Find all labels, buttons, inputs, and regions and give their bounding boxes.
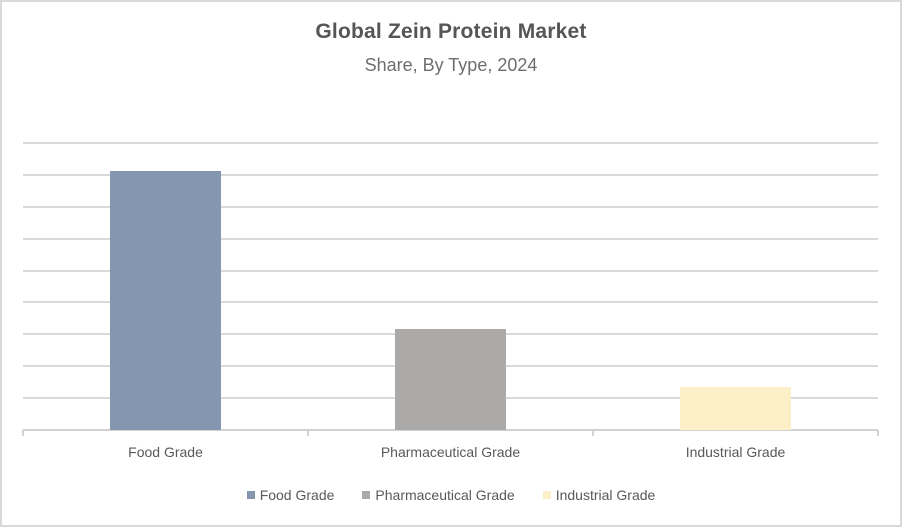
x-axis-line <box>23 429 878 431</box>
gridline <box>23 301 878 304</box>
legend-item-pharmaceutical-grade: Pharmaceutical Grade <box>362 487 515 503</box>
gridline <box>23 173 878 176</box>
chart-title: Global Zein Protein Market <box>315 20 587 43</box>
axis-tick <box>877 430 879 436</box>
axis-tick <box>22 430 24 436</box>
x-axis-label-industrial-grade: Industrial Grade <box>685 444 786 460</box>
legend-item-food-grade: Food Grade <box>246 487 335 503</box>
gridline <box>23 205 878 208</box>
legend-item-industrial-grade: Industrial Grade <box>542 487 656 503</box>
legend-swatch-food-grade <box>246 491 255 499</box>
plot-area <box>22 142 879 436</box>
axis-tick <box>592 430 594 436</box>
axis-tick <box>307 430 309 436</box>
legend-label-pharmaceutical-grade: Pharmaceutical Grade <box>375 487 515 503</box>
chart-subtitle: Share, By Type, 2024 <box>364 55 538 75</box>
legend-label-industrial-grade: Industrial Grade <box>555 487 656 503</box>
legend-swatch-industrial-grade <box>542 491 551 499</box>
bar-industrial-grade <box>680 386 791 430</box>
x-axis-label-food-grade: Food Grade <box>128 444 203 460</box>
legend: Food Grade Pharmaceutical Grade Industrial… <box>0 487 902 503</box>
gridline <box>23 142 878 144</box>
bar-pharmaceutical-grade <box>395 329 506 430</box>
gridline <box>23 269 878 272</box>
legend-swatch-pharmaceutical-grade <box>362 491 371 499</box>
bar-food-grade <box>110 171 221 430</box>
gridline <box>23 237 878 240</box>
legend-label-food-grade: Food Grade <box>259 487 335 503</box>
x-axis-label-pharmaceutical-grade: Pharmaceutical Grade <box>380 444 521 460</box>
